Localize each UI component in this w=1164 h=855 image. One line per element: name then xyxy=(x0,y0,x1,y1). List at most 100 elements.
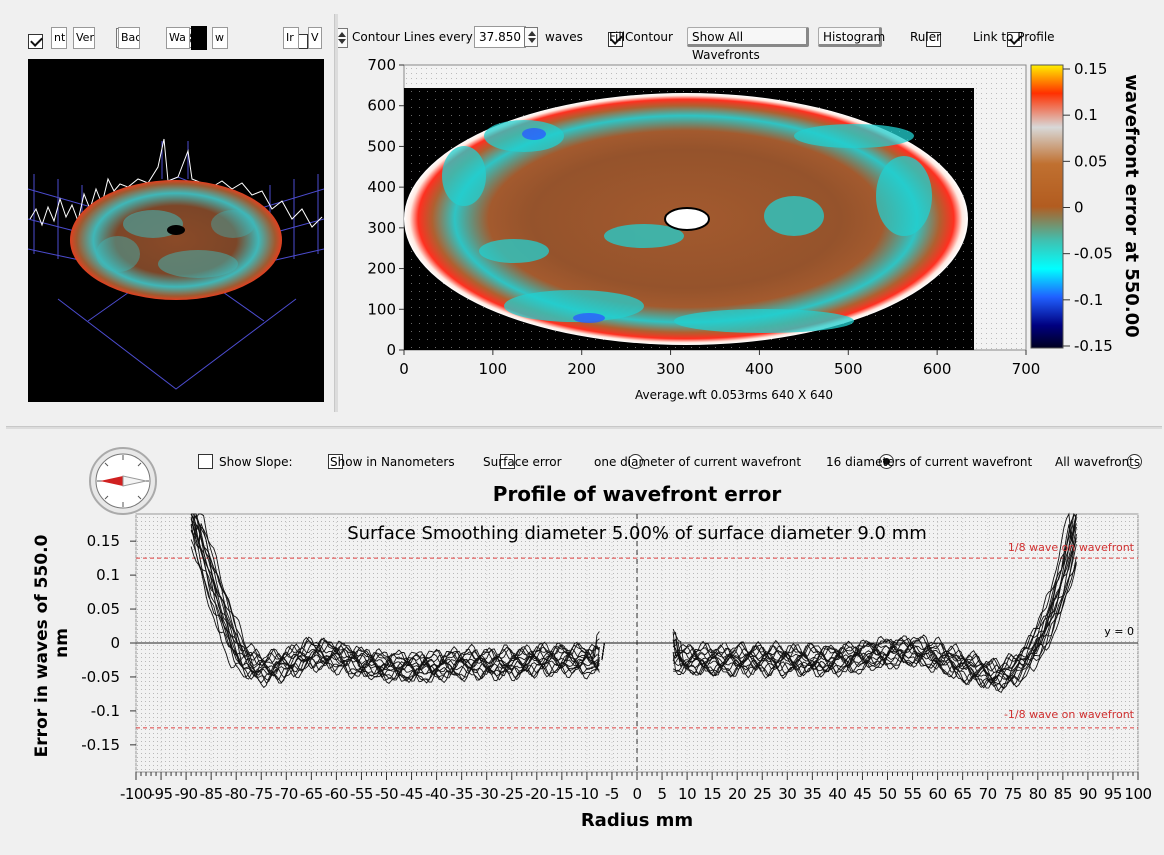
view-field[interactable]: V xyxy=(308,27,322,49)
y-tick-label: -0.1 xyxy=(91,702,120,720)
ruler-checkbox[interactable] xyxy=(925,31,941,47)
profile-title: Profile of wavefront error xyxy=(493,482,782,506)
x-tick-label: 25 xyxy=(753,785,771,803)
x-tick-label: -35 xyxy=(450,785,473,803)
colorbar-tick-label: 0.05 xyxy=(1074,152,1107,170)
y-tick-label: 0.15 xyxy=(87,532,120,550)
contour-x-tick-label: 700 xyxy=(1012,360,1041,378)
x-tick-label: -45 xyxy=(400,785,423,803)
contour-value-text: 37.850 xyxy=(479,30,521,44)
contour-y-tick-label: 600 xyxy=(367,97,396,115)
contour-toolbar: Contour Lines every 37.850 waves FillCon… xyxy=(344,26,1159,62)
wave-field[interactable]: Wa xyxy=(166,27,190,49)
show-all-wavefronts-button[interactable]: Show All Wavefronts xyxy=(687,27,809,62)
x-tick-label: 75 xyxy=(1004,785,1022,803)
profile-y-label-line2: nm xyxy=(52,628,72,658)
show-nanometers-checkbox[interactable] xyxy=(327,454,343,469)
contour-x-tick-label: 500 xyxy=(834,360,863,378)
waves-label: waves xyxy=(545,30,583,44)
field-1[interactable]: nt xyxy=(51,27,67,49)
link-to-profile-checkbox[interactable] xyxy=(1007,31,1023,47)
profile-chart-svg: Profile of wavefront error -100-95 -90 -85… xyxy=(32,482,1152,831)
x-tick-label: -60 xyxy=(325,785,348,803)
x-tick-label: 45 xyxy=(853,785,871,803)
x-tick-label: 85 xyxy=(1054,785,1072,803)
contour-y-tick-label: 400 xyxy=(367,178,396,196)
profile-x-label: Radius mm xyxy=(581,810,693,831)
contour-caption: Average.wft 0.053rms 640 X 640 xyxy=(635,388,833,402)
all-wavefronts-label: All wavefronts xyxy=(1055,455,1141,469)
contour-y-tick-label: 200 xyxy=(367,260,396,278)
one-diameter-label: one diameter of current wavefront xyxy=(594,455,802,469)
x-tick-label: -100 xyxy=(120,785,152,803)
one-diameter-radio[interactable] xyxy=(628,454,644,469)
contour-x-tick-label: 0 xyxy=(399,360,409,378)
central-obstruction xyxy=(664,207,710,231)
surface-error-checkbox[interactable] xyxy=(499,454,515,469)
colorbar-ticks: 0.15 0.1 0.05 0 -0.05 -0.1 -0.15 xyxy=(1063,60,1113,355)
x-tick-label: -50 xyxy=(375,785,398,803)
contour-value-spinner[interactable] xyxy=(524,27,538,47)
profile-options: Show Slope: Show in Nanometers Surface e… xyxy=(196,452,1156,474)
contour-plot[interactable]: 0 100 200 300 400 500 600 700 0 100 200 300 400 500 6… xyxy=(344,56,1162,406)
x-tick-label: 90 xyxy=(1079,785,1097,803)
compass-dial[interactable] xyxy=(88,446,158,516)
w-field[interactable]: w xyxy=(212,27,228,49)
x-tick-label: -10 xyxy=(575,785,598,803)
3d-mirror-surface xyxy=(70,180,282,300)
x-tick-label: 95 xyxy=(1104,785,1122,803)
fill-contour-label: FillContour xyxy=(609,30,673,44)
contour-y-ticks: 0 100 200 300 400 500 600 700 xyxy=(367,56,404,359)
contour-lines-label: Contour Lines every xyxy=(352,30,473,44)
vertical-splitter[interactable] xyxy=(334,14,338,412)
x-tick-label: 100 xyxy=(1124,785,1151,803)
background-field[interactable]: Bac xyxy=(118,27,140,49)
show-slope-checkbox[interactable] xyxy=(198,454,213,469)
colorbar xyxy=(1030,64,1064,349)
3d-surface-view[interactable] xyxy=(28,59,324,402)
sixteen-diameters-radio[interactable] xyxy=(879,454,895,469)
vertical-field[interactable]: Ver xyxy=(73,27,95,49)
colorbar-tick-label: 0.15 xyxy=(1074,60,1107,78)
show-3d-checkbox[interactable] xyxy=(28,33,43,49)
profile-chart[interactable]: Profile of wavefront error -100 -95 -90 -85… xyxy=(0,476,1164,852)
x-tick-label: -20 xyxy=(525,785,548,803)
fill-contour-checkbox[interactable] xyxy=(607,31,623,47)
smoothing-annotation: Surface Smoothing diameter 5.00% of surf… xyxy=(347,523,927,544)
all-wavefronts-radio[interactable] xyxy=(1127,454,1143,469)
y-tick-label: 0.1 xyxy=(96,566,120,584)
colorbar-tick-label: 0 xyxy=(1074,199,1084,217)
x-tick-label: 15 xyxy=(703,785,721,803)
profile-series-line xyxy=(190,512,1077,685)
contour-value-input[interactable]: 37.850 xyxy=(474,26,526,48)
zero-line-label: y = 0 xyxy=(1104,625,1134,638)
x-tick-label: -15 xyxy=(550,785,573,803)
contour-y-tick-label: 0 xyxy=(386,341,396,359)
colorbar-tick-label: -0.05 xyxy=(1074,245,1113,263)
x-tick-label: 55 xyxy=(904,785,922,803)
contour-y-tick-label: 100 xyxy=(367,300,396,318)
contour-x-tick-label: 100 xyxy=(479,360,508,378)
upper-reference-label: 1/8 wave on wavefront xyxy=(1008,541,1135,554)
horizontal-splitter[interactable] xyxy=(6,426,1162,429)
x-tick-label: 80 xyxy=(1029,785,1047,803)
histogram-button[interactable]: Histogram xyxy=(818,27,885,47)
contour-x-tick-label: 300 xyxy=(656,360,685,378)
show-slope-label: Show Slope: xyxy=(219,455,293,469)
color-swatch[interactable] xyxy=(191,26,207,50)
surface-error-label: Surface error xyxy=(483,455,562,469)
x-tick-label: 70 xyxy=(979,785,997,803)
profile-y-label-line1: Error in waves of 550.0 xyxy=(32,534,52,757)
y-tick-label: 0.05 xyxy=(87,600,120,618)
contour-x-tick-label: 200 xyxy=(567,360,596,378)
profile-x-ticks: -100-95 -90 -85 -80 -75 -70 -65 -60 -55 -50 -45 -40… xyxy=(120,772,1152,803)
colorbar-tick-label: -0.15 xyxy=(1074,337,1113,355)
3d-center-hole xyxy=(167,225,185,235)
left-toolbar: nt Ver Bac Wa w Ir V xyxy=(26,26,349,53)
x-tick-label: -90 xyxy=(175,785,198,803)
contour-x-ticks: 0 100 200 300 400 500 600 700 xyxy=(399,350,1040,378)
contour-y-tick-label: 700 xyxy=(367,56,396,74)
y-tick-label: 0 xyxy=(110,634,120,652)
x-tick-label: 60 xyxy=(929,785,947,803)
intensity-field[interactable]: Ir xyxy=(283,27,299,49)
